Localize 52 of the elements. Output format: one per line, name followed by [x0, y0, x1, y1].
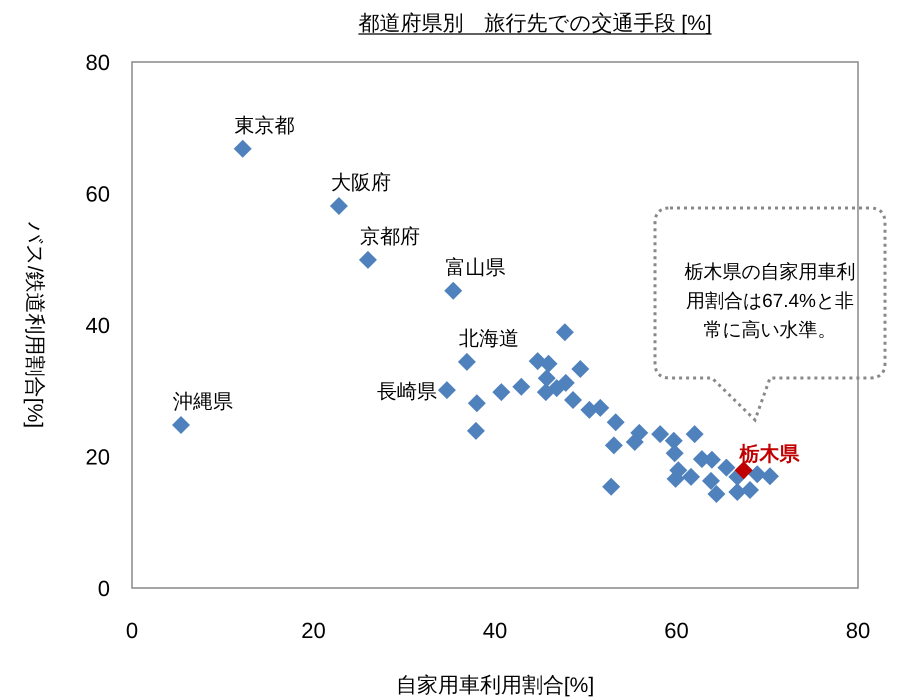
point [540, 354, 558, 373]
point [556, 374, 575, 392]
point [444, 282, 462, 300]
point [512, 378, 530, 396]
point [172, 416, 190, 434]
point [438, 381, 456, 400]
point [606, 413, 625, 432]
point [556, 323, 574, 342]
annotation: 栃木県の自家用車利用割合は67.4%と非常に高い水準。 [684, 261, 856, 341]
y-axis-title: バス/鉄道利用割合[%] [23, 220, 46, 428]
point [707, 484, 726, 503]
point [466, 422, 485, 440]
point [741, 481, 760, 500]
point [728, 483, 746, 502]
x-tick-label: 60 [664, 618, 689, 643]
annotation: 京都府 [360, 226, 420, 248]
point [602, 478, 620, 496]
y-tick-label: 60 [86, 182, 110, 206]
annotation: 大阪府 [330, 172, 391, 194]
point [564, 390, 582, 409]
annotation: 沖縄県 [173, 390, 234, 413]
point [468, 394, 486, 412]
point [234, 140, 252, 158]
annotation: 富山県 [445, 256, 506, 279]
annotation: 東京都 [234, 114, 295, 137]
point [702, 472, 720, 490]
y-tick-label: 0 [98, 576, 110, 601]
x-tick-label: 20 [301, 618, 326, 643]
annotation: 北海道 [458, 328, 519, 350]
annotation: 長崎県 [376, 381, 437, 404]
x-tick-label: 0 [126, 618, 138, 643]
point [492, 383, 510, 402]
point [717, 458, 736, 477]
y-tick-label: 80 [86, 50, 110, 75]
point [630, 424, 648, 442]
x-tick-label: 40 [482, 618, 508, 643]
point [760, 467, 779, 486]
y-tick-label: 20 [86, 444, 110, 470]
x-tick-label: 80 [846, 618, 870, 643]
annotation: 栃木県 [738, 443, 801, 466]
point [358, 250, 377, 269]
point [748, 465, 766, 484]
point [330, 196, 348, 215]
y-tick-label: 40 [86, 313, 110, 338]
point [686, 425, 704, 444]
x-axis-title: 自家用車利用割合[%] [396, 674, 594, 697]
point [458, 352, 476, 371]
point [682, 468, 700, 486]
point [604, 436, 623, 454]
point [571, 360, 590, 378]
point [651, 425, 670, 444]
point [538, 369, 556, 388]
